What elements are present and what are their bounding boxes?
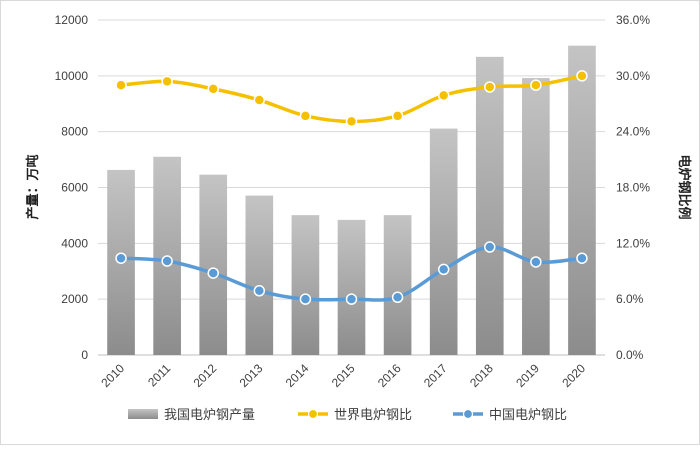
y-tick-label: 6000 (61, 181, 88, 195)
data-point (391, 291, 404, 304)
y2-tick-label: 36.0% (616, 13, 650, 27)
bar-series (107, 45, 596, 356)
data-point (253, 94, 266, 106)
data-point (530, 79, 542, 91)
data-point (161, 255, 173, 267)
data-point (530, 256, 542, 268)
y2-tick-label: 18.0% (616, 181, 650, 195)
x-tick-label: 2016 (375, 361, 404, 390)
legend-item: 我国电炉钢产量 (128, 407, 255, 422)
data-point (437, 89, 450, 102)
x-tick-label: 2014 (283, 361, 312, 390)
y-axis-title: 产量：万吨 (25, 154, 40, 219)
data-point (484, 241, 496, 253)
data-point (576, 70, 588, 82)
y-tick-label: 8000 (61, 125, 88, 139)
data-point (207, 267, 219, 279)
data-point (115, 79, 127, 91)
legend: 我国电炉钢产量 世界电炉钢比 中国电炉钢比 (128, 407, 567, 422)
data-point (299, 110, 312, 122)
legend-label: 中国电炉钢比 (489, 407, 567, 422)
y2-tick-label: 12.0% (616, 236, 650, 250)
legend-swatch (128, 409, 158, 419)
legend-marker (307, 408, 319, 420)
bar (475, 56, 504, 355)
left-axis-ticks: 0 2000 4000 6000 8000 10000 12000 (55, 13, 89, 362)
x-tick-label: 2017 (421, 361, 450, 390)
x-tick-label: 2015 (329, 361, 358, 390)
legend-marker (462, 408, 474, 420)
bar (383, 215, 412, 355)
y-tick-label: 4000 (61, 236, 88, 250)
x-tick-label: 2011 (145, 361, 173, 389)
bar (568, 45, 596, 355)
data-point (576, 252, 588, 264)
y2-tick-label: 0.0% (616, 348, 644, 362)
x-tick-label: 2013 (237, 361, 266, 390)
china-ratio-series (115, 241, 588, 305)
y-tick-label: 0 (81, 348, 88, 362)
bar (199, 174, 228, 355)
y-tick-label: 10000 (55, 69, 89, 83)
legend-item: 中国电炉钢比 (453, 407, 567, 422)
y2-tick-label: 30.0% (616, 69, 650, 83)
line-series (115, 70, 588, 305)
legend-item: 世界电炉钢比 (298, 407, 412, 422)
data-point (299, 293, 312, 305)
x-tick-label: 2020 (559, 361, 588, 390)
data-point (437, 263, 450, 276)
bar (429, 128, 458, 355)
bar (522, 78, 550, 356)
x-tick-label: 2018 (467, 361, 496, 390)
data-point (484, 81, 496, 93)
bar (291, 215, 320, 355)
legend-label: 世界电炉钢比 (334, 407, 412, 422)
data-point (115, 252, 127, 264)
data-point (345, 293, 358, 305)
y2-axis-title: 电炉钢比例 (677, 154, 692, 219)
legend-label: 我国电炉钢产量 (164, 407, 255, 422)
series-line (120, 74, 583, 124)
y2-tick-label: 24.0% (616, 125, 650, 139)
right-axis-ticks: 0.0% 6.0% 12.0% 18.0% 24.0% 30.0% 36.0% (616, 13, 650, 362)
bar (337, 219, 366, 355)
world-ratio-series (115, 70, 588, 128)
data-point (345, 115, 358, 128)
data-point (161, 75, 173, 88)
x-tick-label: 2012 (191, 361, 220, 390)
bar (245, 195, 274, 355)
y-tick-label: 2000 (61, 292, 88, 306)
x-tick-label: 2010 (98, 361, 127, 390)
x-tick-label: 2019 (513, 361, 542, 390)
y2-tick-label: 6.0% (616, 292, 644, 306)
data-point (253, 285, 266, 297)
y-tick-label: 12000 (55, 13, 89, 27)
data-point (207, 83, 219, 95)
data-point (391, 110, 404, 122)
x-axis-ticks: 2010 2011 2012 2013 2014 2015 2016 2017 2018 2019… (98, 361, 588, 390)
